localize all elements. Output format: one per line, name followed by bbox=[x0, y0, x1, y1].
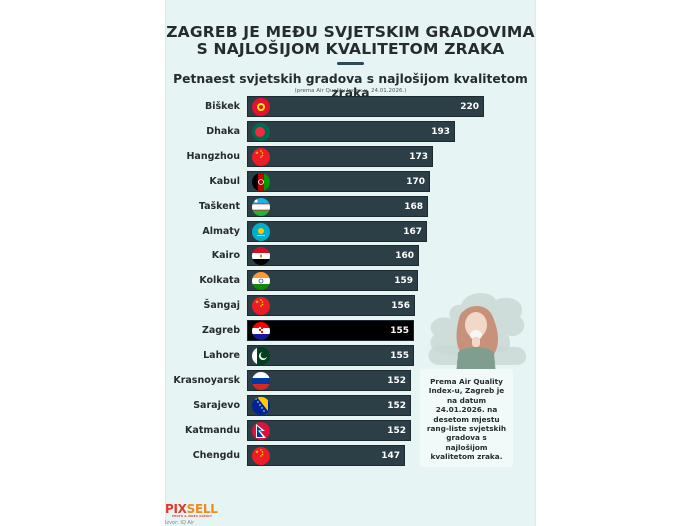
bar: 193 bbox=[247, 120, 455, 142]
chart-row: Šangaj 156 bbox=[166, 295, 535, 317]
chart-row: Kabul 170 bbox=[166, 170, 535, 193]
woman-coughing-illustration bbox=[428, 293, 527, 375]
bar: 220 bbox=[247, 96, 484, 117]
bar: 147 bbox=[247, 444, 405, 466]
chart-row: Almaty 167 bbox=[166, 220, 535, 243]
chart-row: Sarajevo 152 bbox=[166, 394, 535, 417]
info-note-box: Prema Air Quality Index-u, Zagreb je na … bbox=[420, 369, 513, 467]
bar: 159 bbox=[247, 270, 418, 292]
city-label: Šangaj bbox=[203, 300, 240, 312]
chart-row: Hangzhou 173 bbox=[166, 145, 535, 168]
logo-part-2: SELL bbox=[186, 502, 218, 516]
bar-value: 155 bbox=[390, 326, 409, 337]
chart-row: Lahore 155 bbox=[166, 345, 535, 367]
city-label: Hangzhou bbox=[186, 150, 240, 162]
title-line-1: ZAGREB JE MEĐU SVJETSKIM GRADOVIMA bbox=[166, 23, 535, 41]
city-label: Katmandu bbox=[185, 424, 240, 436]
chart-row: Biškek 220 bbox=[166, 96, 535, 118]
bar: 160 bbox=[247, 245, 419, 267]
bar-value: 155 bbox=[390, 351, 409, 361]
chart-row: Dhaka 193 bbox=[166, 120, 535, 143]
chart-row: Krasnoyarsk 152 bbox=[166, 369, 535, 392]
bar-value: 160 bbox=[395, 251, 414, 262]
city-label: Dhaka bbox=[206, 125, 240, 137]
bar-value: 152 bbox=[387, 400, 406, 411]
highlighted-bar: 155 bbox=[247, 320, 414, 342]
croatia-flag-icon bbox=[252, 322, 270, 341]
bar-value: 167 bbox=[403, 226, 422, 237]
bar-value: 220 bbox=[460, 102, 479, 112]
bar-value: 156 bbox=[391, 301, 410, 312]
bangladesh-flag-icon bbox=[252, 122, 270, 141]
kazakhstan-flag-icon bbox=[252, 222, 270, 241]
city-label: Lahore bbox=[203, 350, 240, 361]
egypt-flag-icon bbox=[252, 247, 270, 266]
bar-value: 152 bbox=[387, 375, 406, 386]
bar: 152 bbox=[247, 419, 411, 441]
afghanistan-flag-icon bbox=[252, 172, 270, 191]
city-label: Almaty bbox=[202, 225, 240, 237]
russia-flag-icon bbox=[252, 371, 270, 390]
bar: 152 bbox=[247, 369, 411, 391]
city-label: Kabul bbox=[209, 175, 240, 187]
chart-row: Kairo 160 bbox=[166, 245, 535, 267]
city-label: Kolkata bbox=[199, 275, 240, 287]
info-note-text: Prema Air Quality Index-u, Zagreb je na … bbox=[426, 377, 507, 462]
page-title: ZAGREB JE MEĐU SVJETSKIM GRADOVIMA S NAJ… bbox=[166, 24, 535, 58]
chart-row: Kolkata 159 bbox=[166, 270, 535, 292]
bar-value: 168 bbox=[404, 201, 423, 212]
bar: 173 bbox=[247, 145, 433, 167]
chart-row: Taškent 168 bbox=[166, 195, 535, 218]
city-label: Sarajevo bbox=[193, 399, 240, 411]
bar-value: 193 bbox=[431, 126, 450, 137]
bar-value: 152 bbox=[387, 425, 406, 436]
bar: 155 bbox=[247, 345, 414, 366]
india-flag-icon bbox=[252, 272, 270, 291]
city-label: Chengdu bbox=[192, 449, 240, 461]
bar-value: 173 bbox=[409, 151, 428, 162]
chart-row: Chengdu 147 bbox=[166, 444, 535, 467]
bar-value: 159 bbox=[394, 276, 413, 287]
title-divider bbox=[337, 62, 364, 65]
nepal-flag-icon bbox=[252, 421, 270, 440]
bar-value: 170 bbox=[406, 176, 425, 187]
china-flag-icon bbox=[252, 446, 270, 465]
city-label: Krasnoyarsk bbox=[173, 374, 240, 386]
source-credit: Izvor: IQ Air bbox=[165, 520, 195, 526]
city-label: Taškent bbox=[198, 200, 240, 212]
china-flag-icon bbox=[252, 297, 270, 316]
bar: 170 bbox=[247, 170, 430, 192]
kyrgyzstan-flag-icon bbox=[252, 98, 270, 116]
city-label: Biškek bbox=[205, 101, 240, 112]
china-flag-icon bbox=[252, 147, 270, 166]
bar: 152 bbox=[247, 394, 411, 416]
logo-tagline: PHOTO & VIDEO AGENCY bbox=[172, 515, 213, 518]
chart-row: Zagreb 155 bbox=[166, 320, 535, 342]
pakistan-flag-icon bbox=[252, 347, 270, 365]
bar: 167 bbox=[247, 220, 427, 242]
bosnia-flag-icon bbox=[252, 396, 270, 415]
title-line-2: S NAJLOŠIJOM KVALITETOM ZRAKA bbox=[196, 40, 505, 58]
chart-row: Katmandu 152 bbox=[166, 419, 535, 442]
chart-source: (prema Air Quality Index-u, 24.01.2026.) bbox=[294, 88, 407, 94]
infographic-panel: ZAGREB JE MEĐU SVJETSKIM GRADOVIMA S NAJ… bbox=[165, 0, 536, 526]
uzbekistan-flag-icon bbox=[252, 197, 270, 216]
bar: 156 bbox=[247, 295, 415, 317]
bar-value: 147 bbox=[381, 450, 400, 461]
city-label: Zagreb bbox=[201, 325, 240, 337]
bar: 168 bbox=[247, 195, 428, 217]
logo-part-1: PIX bbox=[165, 502, 187, 516]
pixsell-logo: PIXSELL bbox=[165, 503, 218, 515]
city-label: Kairo bbox=[211, 250, 240, 262]
